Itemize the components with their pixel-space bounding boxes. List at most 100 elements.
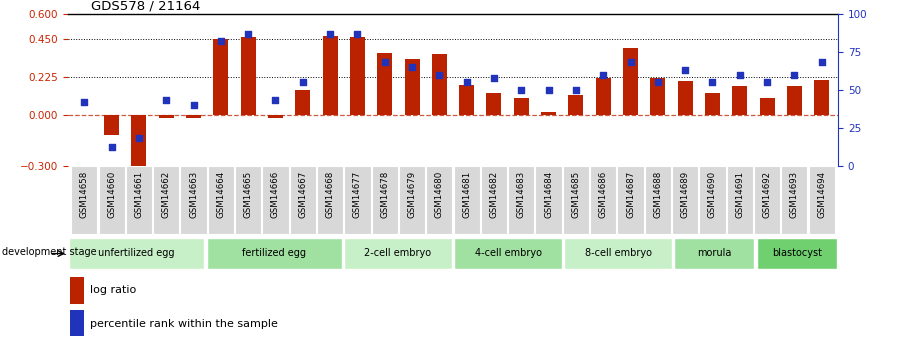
Point: [159, 98, 174, 103]
Bar: [541, 112, 556, 115]
Bar: [568, 95, 583, 115]
Text: GDS578 / 21164: GDS578 / 21164: [91, 0, 200, 13]
Text: GSM14684: GSM14684: [545, 171, 553, 218]
Text: GSM14681: GSM14681: [462, 171, 471, 218]
Bar: [651, 78, 665, 115]
FancyBboxPatch shape: [153, 166, 179, 234]
Point: [77, 99, 92, 105]
Text: 4-cell embryo: 4-cell embryo: [475, 248, 542, 258]
Text: GSM14683: GSM14683: [516, 171, 525, 218]
FancyBboxPatch shape: [69, 238, 205, 269]
Text: GSM14678: GSM14678: [381, 171, 390, 218]
Bar: [350, 37, 365, 115]
Bar: [186, 115, 201, 118]
FancyBboxPatch shape: [590, 166, 616, 234]
FancyBboxPatch shape: [617, 166, 643, 234]
Point: [651, 79, 665, 85]
Point: [214, 38, 228, 44]
Text: morula: morula: [697, 248, 731, 258]
FancyBboxPatch shape: [180, 166, 207, 234]
Text: GSM14686: GSM14686: [599, 171, 608, 218]
Text: development stage: development stage: [2, 247, 96, 257]
Text: GSM14658: GSM14658: [80, 171, 89, 218]
Text: GSM14692: GSM14692: [763, 171, 772, 218]
Text: GSM14665: GSM14665: [244, 171, 253, 218]
FancyBboxPatch shape: [263, 166, 289, 234]
Point: [351, 31, 365, 36]
Text: GSM14694: GSM14694: [817, 171, 826, 218]
Bar: [159, 115, 174, 118]
FancyBboxPatch shape: [207, 238, 342, 269]
Text: GSM14662: GSM14662: [162, 171, 170, 218]
Bar: [131, 115, 147, 169]
Bar: [377, 52, 392, 115]
FancyBboxPatch shape: [454, 166, 480, 234]
FancyBboxPatch shape: [645, 166, 671, 234]
Bar: [432, 54, 447, 115]
Text: 2-cell embryo: 2-cell embryo: [364, 248, 431, 258]
Bar: [241, 37, 255, 115]
FancyBboxPatch shape: [126, 166, 152, 234]
FancyBboxPatch shape: [727, 166, 753, 234]
Point: [104, 145, 119, 150]
FancyBboxPatch shape: [454, 238, 562, 269]
Text: GSM14691: GSM14691: [736, 171, 744, 218]
FancyBboxPatch shape: [399, 166, 425, 234]
FancyBboxPatch shape: [563, 166, 589, 234]
Bar: [814, 80, 829, 115]
Text: GSM14660: GSM14660: [107, 171, 116, 218]
Text: GSM14666: GSM14666: [271, 171, 280, 218]
FancyBboxPatch shape: [235, 166, 261, 234]
Bar: [786, 86, 802, 115]
Point: [323, 31, 337, 36]
FancyBboxPatch shape: [344, 166, 371, 234]
Point: [623, 60, 638, 65]
Bar: [323, 36, 338, 115]
FancyBboxPatch shape: [808, 166, 834, 234]
Text: fertilized egg: fertilized egg: [242, 248, 306, 258]
FancyBboxPatch shape: [317, 166, 343, 234]
FancyBboxPatch shape: [754, 166, 780, 234]
Point: [295, 79, 310, 85]
Bar: [705, 93, 720, 115]
Point: [241, 31, 255, 36]
FancyBboxPatch shape: [757, 238, 837, 269]
Point: [705, 79, 719, 85]
Point: [814, 60, 829, 65]
Text: GSM14677: GSM14677: [353, 171, 361, 218]
Text: GSM14668: GSM14668: [325, 171, 334, 218]
Text: GSM14690: GSM14690: [708, 171, 717, 218]
Bar: [71, 310, 84, 336]
Bar: [759, 98, 775, 115]
Bar: [214, 39, 228, 115]
Text: blastocyst: blastocyst: [772, 248, 822, 258]
Point: [378, 60, 392, 65]
Point: [678, 67, 692, 73]
Text: GSM14693: GSM14693: [790, 171, 799, 218]
FancyBboxPatch shape: [481, 166, 507, 234]
Bar: [295, 90, 311, 115]
FancyBboxPatch shape: [672, 166, 699, 234]
Text: GSM14667: GSM14667: [298, 171, 307, 218]
Text: GSM14661: GSM14661: [134, 171, 143, 218]
Text: GSM14663: GSM14663: [189, 171, 198, 218]
Bar: [514, 98, 529, 115]
FancyBboxPatch shape: [699, 166, 726, 234]
Point: [514, 87, 528, 92]
Bar: [104, 115, 120, 135]
Point: [760, 79, 775, 85]
Text: GSM14679: GSM14679: [408, 171, 417, 218]
Bar: [595, 78, 611, 115]
Bar: [268, 115, 283, 118]
FancyBboxPatch shape: [781, 166, 807, 234]
Text: log ratio: log ratio: [90, 286, 136, 295]
Bar: [487, 93, 502, 115]
Text: GSM14685: GSM14685: [572, 171, 581, 218]
FancyBboxPatch shape: [564, 238, 672, 269]
Point: [405, 64, 419, 70]
Text: unfertilized egg: unfertilized egg: [99, 248, 175, 258]
Point: [268, 98, 283, 103]
Bar: [678, 81, 692, 115]
FancyBboxPatch shape: [344, 238, 452, 269]
FancyBboxPatch shape: [99, 166, 125, 234]
